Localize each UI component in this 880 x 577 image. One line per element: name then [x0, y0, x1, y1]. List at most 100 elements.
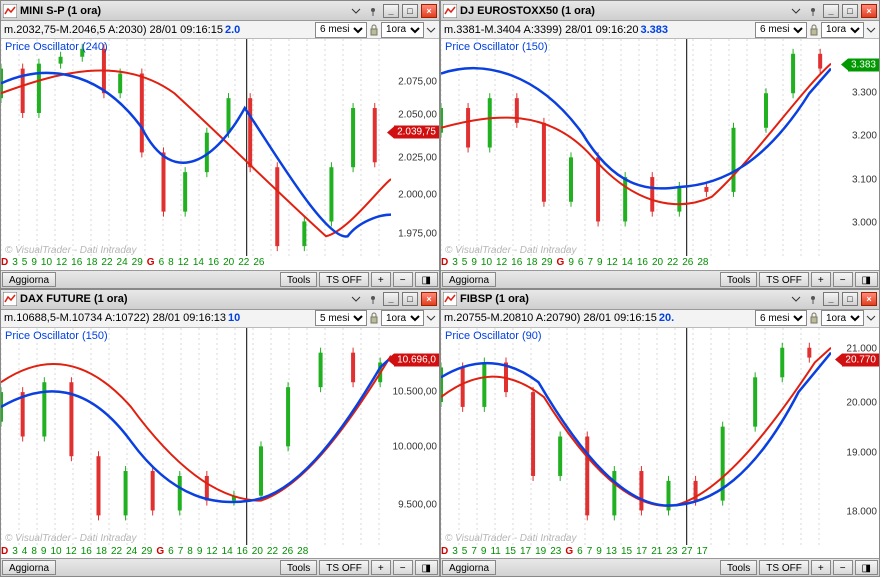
- chart-area[interactable]: Price Oscillator (150) © VisualTrader - …: [441, 39, 879, 270]
- plus-button[interactable]: +: [811, 560, 831, 575]
- quote-bar: m.10688,5-M.10734 A:10722) 28/01 09:16:1…: [1, 310, 439, 328]
- timeframe-range-select[interactable]: 5 mesi: [315, 310, 367, 326]
- close-button[interactable]: ×: [861, 292, 877, 306]
- ts-toggle-button[interactable]: TS OFF: [759, 560, 809, 575]
- chart-area[interactable]: Price Oscillator (240) © VisualTrader - …: [1, 39, 439, 270]
- title-bar[interactable]: FIBSP (1 ora) _ □ ×: [441, 290, 879, 310]
- tools-button[interactable]: Tools: [280, 272, 317, 287]
- minimize-button[interactable]: _: [383, 4, 399, 18]
- refresh-button[interactable]: Aggiorna: [2, 560, 56, 575]
- quote-bar: m.2032,75-M.2046,5 A:2030) 28/01 09:16:1…: [1, 21, 439, 39]
- title-bar[interactable]: DJ EUROSTOXX50 (1 ora) _ □ ×: [441, 1, 879, 21]
- dropdown-icon[interactable]: [789, 4, 803, 18]
- price-tag: 2.039,75: [394, 126, 439, 139]
- y-tick: 3.000: [852, 218, 877, 229]
- minus-button[interactable]: −: [833, 560, 853, 575]
- dropdown-icon[interactable]: [349, 4, 363, 18]
- tools-button[interactable]: Tools: [280, 560, 317, 575]
- title-bar[interactable]: MINI S-P (1 ora) _ □ ×: [1, 1, 439, 21]
- last-price: 3.383: [640, 24, 668, 36]
- minimize-button[interactable]: _: [383, 292, 399, 306]
- expand-button[interactable]: ◨: [855, 272, 878, 287]
- panel-title: DJ EUROSTOXX50 (1 ora): [460, 5, 595, 17]
- x-axis: D348910121618222429G678912141620222628: [1, 544, 399, 558]
- chart-area[interactable]: Price Oscillator (90) © VisualTrader - D…: [441, 328, 879, 559]
- chart-panel: DAX FUTURE (1 ora) _ □ × m.10688,5-M.107…: [0, 289, 440, 577]
- timeframe-interval-select[interactable]: 1ora: [381, 310, 424, 326]
- dropdown-icon[interactable]: [866, 23, 876, 37]
- maximize-button[interactable]: □: [402, 4, 418, 18]
- y-tick: 3.200: [852, 131, 877, 142]
- maximize-button[interactable]: □: [842, 4, 858, 18]
- quote-text: m.20755-M.20810 A:20790) 28/01 09:16:15: [444, 312, 657, 324]
- lock-icon[interactable]: [369, 23, 379, 37]
- timeframe-range-select[interactable]: 6 mesi: [755, 310, 807, 326]
- oscillator-label: Price Oscillator (90): [445, 330, 542, 342]
- ts-toggle-button[interactable]: TS OFF: [759, 272, 809, 287]
- status-bar: Aggiorna Tools TS OFF + − ◨: [1, 270, 439, 288]
- ts-toggle-button[interactable]: TS OFF: [319, 272, 369, 287]
- y-tick: 10.500,00: [393, 387, 438, 398]
- refresh-button[interactable]: Aggiorna: [442, 272, 496, 287]
- dropdown-icon[interactable]: [349, 292, 363, 306]
- y-tick: 20.000: [846, 398, 877, 409]
- tools-button[interactable]: Tools: [720, 272, 757, 287]
- close-button[interactable]: ×: [861, 4, 877, 18]
- pin-icon[interactable]: [366, 292, 380, 306]
- chart-area[interactable]: Price Oscillator (150) © VisualTrader - …: [1, 328, 439, 559]
- status-bar: Aggiorna Tools TS OFF + − ◨: [1, 558, 439, 576]
- last-price: 20.: [659, 312, 674, 324]
- ts-toggle-button[interactable]: TS OFF: [319, 560, 369, 575]
- dropdown-icon[interactable]: [866, 311, 876, 325]
- y-axis: 21.00020.00019.00018.000 20.770: [831, 328, 879, 545]
- minus-button[interactable]: −: [393, 272, 413, 287]
- maximize-button[interactable]: □: [842, 292, 858, 306]
- minimize-button[interactable]: _: [823, 4, 839, 18]
- y-tick: 3.100: [852, 174, 877, 185]
- maximize-button[interactable]: □: [402, 292, 418, 306]
- y-tick: 1.975,00: [398, 228, 437, 239]
- timeframe-interval-select[interactable]: 1ora: [821, 310, 864, 326]
- tools-button[interactable]: Tools: [720, 560, 757, 575]
- chart-svg: [441, 328, 831, 545]
- dropdown-icon[interactable]: [426, 23, 436, 37]
- timeframe-interval-select[interactable]: 1ora: [821, 22, 864, 38]
- minimize-button[interactable]: _: [823, 292, 839, 306]
- dropdown-icon[interactable]: [426, 311, 436, 325]
- lock-icon[interactable]: [369, 311, 379, 325]
- lock-icon[interactable]: [809, 311, 819, 325]
- minus-button[interactable]: −: [393, 560, 413, 575]
- expand-button[interactable]: ◨: [415, 560, 438, 575]
- chart-icon: [3, 4, 17, 18]
- refresh-button[interactable]: Aggiorna: [442, 560, 496, 575]
- plus-button[interactable]: +: [371, 272, 391, 287]
- plus-button[interactable]: +: [811, 272, 831, 287]
- lock-icon[interactable]: [809, 23, 819, 37]
- plus-button[interactable]: +: [371, 560, 391, 575]
- chart-svg: [1, 39, 391, 256]
- chart-icon: [3, 292, 17, 306]
- refresh-button[interactable]: Aggiorna: [2, 272, 56, 287]
- status-bar: Aggiorna Tools TS OFF + − ◨: [441, 270, 879, 288]
- pin-icon[interactable]: [806, 4, 820, 18]
- price-tag: 10.696,0: [394, 353, 439, 366]
- pin-icon[interactable]: [366, 4, 380, 18]
- timeframe-range-select[interactable]: 6 mesi: [755, 22, 807, 38]
- last-price: 2.0: [225, 24, 240, 36]
- expand-button[interactable]: ◨: [855, 560, 878, 575]
- expand-button[interactable]: ◨: [415, 272, 438, 287]
- y-axis: 3.3833.3003.2003.1003.000 3.383: [831, 39, 879, 256]
- close-button[interactable]: ×: [421, 4, 437, 18]
- close-button[interactable]: ×: [421, 292, 437, 306]
- y-tick: 9.500,00: [398, 500, 437, 511]
- pin-icon[interactable]: [806, 292, 820, 306]
- title-bar[interactable]: DAX FUTURE (1 ora) _ □ ×: [1, 290, 439, 310]
- chart-panel: DJ EUROSTOXX50 (1 ora) _ □ × m.3381-M.34…: [440, 0, 880, 289]
- dropdown-icon[interactable]: [789, 292, 803, 306]
- chart-panel: MINI S-P (1 ora) _ □ × m.2032,75-M.2046,…: [0, 0, 440, 289]
- timeframe-interval-select[interactable]: 1ora: [381, 22, 424, 38]
- quote-text: m.2032,75-M.2046,5 A:2030) 28/01 09:16:1…: [4, 24, 223, 36]
- timeframe-range-select[interactable]: 6 mesi: [315, 22, 367, 38]
- x-axis: D35910121618222429G68121416202226: [1, 256, 399, 270]
- minus-button[interactable]: −: [833, 272, 853, 287]
